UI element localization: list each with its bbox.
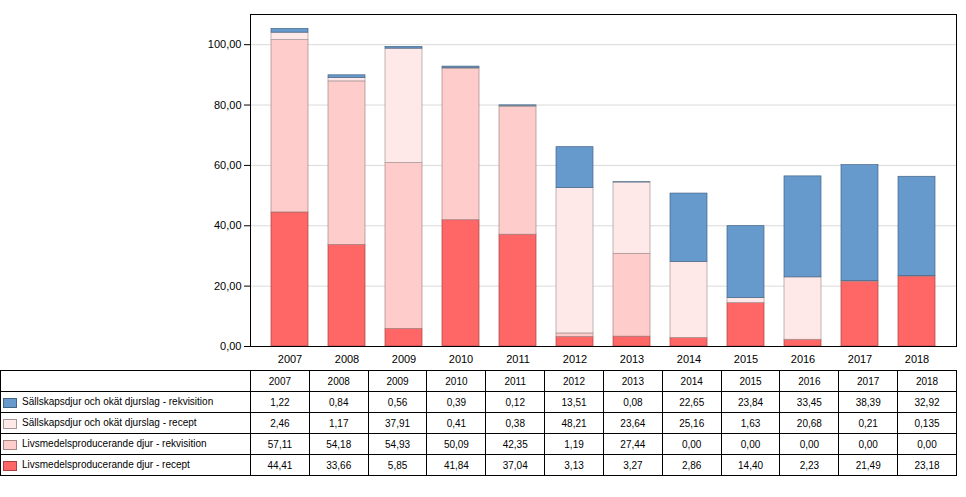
html-text:23,84: 23,84 (738, 396, 763, 408)
html-text:42,35: 42,35 (502, 438, 528, 450)
html-text:2018: 2018 (915, 375, 939, 387)
html-text:0,08: 0,08 (623, 396, 643, 408)
html-text:3,27: 3,27 (623, 459, 643, 471)
html-text:1,19: 1,19 (564, 438, 584, 450)
html-text:Sällskapsdjur och okät djursla: Sällskapsdjur och okät djurslag - recept (22, 417, 197, 429)
html-text:32,92: 32,92 (914, 396, 940, 408)
html-text:41,84: 41,84 (443, 459, 469, 471)
svg-text:2014: 2014 (677, 353, 701, 365)
svg-text:20,00: 20,00 (214, 280, 242, 292)
html-text:3,13: 3,13 (564, 459, 584, 471)
html-text:1,22: 1,22 (270, 396, 290, 408)
html-text:0,00: 0,00 (917, 438, 937, 450)
html-text:54,18: 54,18 (326, 438, 352, 450)
html-text:23,64: 23,64 (620, 417, 646, 429)
svg-text:100,00: 100,00 (208, 38, 242, 50)
html-text:2,46: 2,46 (270, 417, 290, 429)
svg-text:2007: 2007 (278, 353, 302, 365)
html-text:2015: 2015 (739, 375, 762, 387)
html-text:2008: 2008 (327, 375, 350, 387)
html-text:14,40: 14,40 (738, 459, 763, 471)
html-text:27,44: 27,44 (620, 438, 646, 450)
svg-text:60,00: 60,00 (214, 159, 242, 171)
svg-text:2011: 2011 (506, 353, 530, 365)
html-text:20,68: 20,68 (796, 417, 822, 429)
html-text:37,04: 37,04 (502, 459, 528, 471)
html-text:0,21: 0,21 (858, 417, 878, 429)
html-text:0,12: 0,12 (505, 396, 525, 408)
html-text:0,135: 0,135 (914, 417, 940, 429)
html-text:0,84: 0,84 (329, 396, 349, 408)
html-text:0,00: 0,00 (799, 438, 820, 450)
html-text:33,66: 33,66 (326, 459, 352, 471)
html-text:1,63: 1,63 (740, 417, 761, 429)
html-text:48,21: 48,21 (561, 417, 587, 429)
svg-text:2012: 2012 (563, 353, 587, 365)
html-text:0,00: 0,00 (858, 438, 878, 450)
html-text:2017: 2017 (857, 375, 880, 387)
html-text:22,65: 22,65 (679, 396, 705, 408)
html-text:2011: 2011 (504, 375, 526, 387)
svg-text:2009: 2009 (392, 353, 416, 365)
html-text:33,45: 33,45 (796, 396, 822, 408)
html-text:2009: 2009 (386, 375, 409, 387)
html-text:38,39: 38,39 (855, 396, 881, 408)
html-text:2010: 2010 (445, 375, 468, 387)
html-text:13,51: 13,51 (561, 396, 587, 408)
svg-text:2015: 2015 (734, 353, 758, 365)
svg-text:2010: 2010 (449, 353, 473, 365)
html-text:2007: 2007 (268, 375, 291, 387)
html-text:1,17: 1,17 (329, 417, 349, 429)
svg-text:80,00: 80,00 (214, 99, 242, 111)
html-text:2014: 2014 (680, 375, 703, 387)
html-text:5,85: 5,85 (387, 459, 408, 471)
html-text:0,00: 0,00 (740, 438, 761, 450)
html-text:Livsmedelsproducerande djur -: Livsmedelsproducerande djur - rekvisitio… (22, 438, 207, 450)
html-text:57,11: 57,11 (267, 438, 293, 450)
html-text:0,56: 0,56 (387, 396, 408, 408)
svg-text:0,00: 0,00 (220, 340, 241, 352)
html-text:37,91: 37,91 (385, 417, 411, 429)
html-text:2016: 2016 (798, 375, 821, 387)
html-text:Livsmedelsproducerande djur -: Livsmedelsproducerande djur - recept (22, 459, 190, 471)
svg-text:40,00: 40,00 (214, 219, 242, 231)
svg-text:2008: 2008 (335, 353, 359, 365)
html-text:21,49: 21,49 (855, 459, 881, 471)
html-text:0,39: 0,39 (446, 396, 467, 408)
html-text:2,23: 2,23 (799, 459, 820, 471)
html-text:25,16: 25,16 (679, 417, 705, 429)
svg-text:2013: 2013 (620, 353, 644, 365)
html-text:0,41: 0,41 (446, 417, 467, 429)
svg-text:2018: 2018 (905, 353, 929, 365)
html-text:2012: 2012 (562, 375, 586, 387)
html-text:23,18: 23,18 (914, 459, 940, 471)
html-text:2,86: 2,86 (682, 459, 702, 471)
svg-text:2017: 2017 (848, 353, 872, 365)
html-text:Sällskapsdjur och okät djursla: Sällskapsdjur och okät djurslag - rekvis… (22, 396, 214, 408)
svg-text:2016: 2016 (791, 353, 815, 365)
html-text:0,38: 0,38 (505, 417, 525, 429)
html-text:2013: 2013 (621, 375, 644, 387)
html-text:54,93: 54,93 (385, 438, 411, 450)
html-text:50,09: 50,09 (443, 438, 469, 450)
html-text:0,00: 0,00 (682, 438, 702, 450)
html-text:44,41: 44,41 (267, 459, 293, 471)
